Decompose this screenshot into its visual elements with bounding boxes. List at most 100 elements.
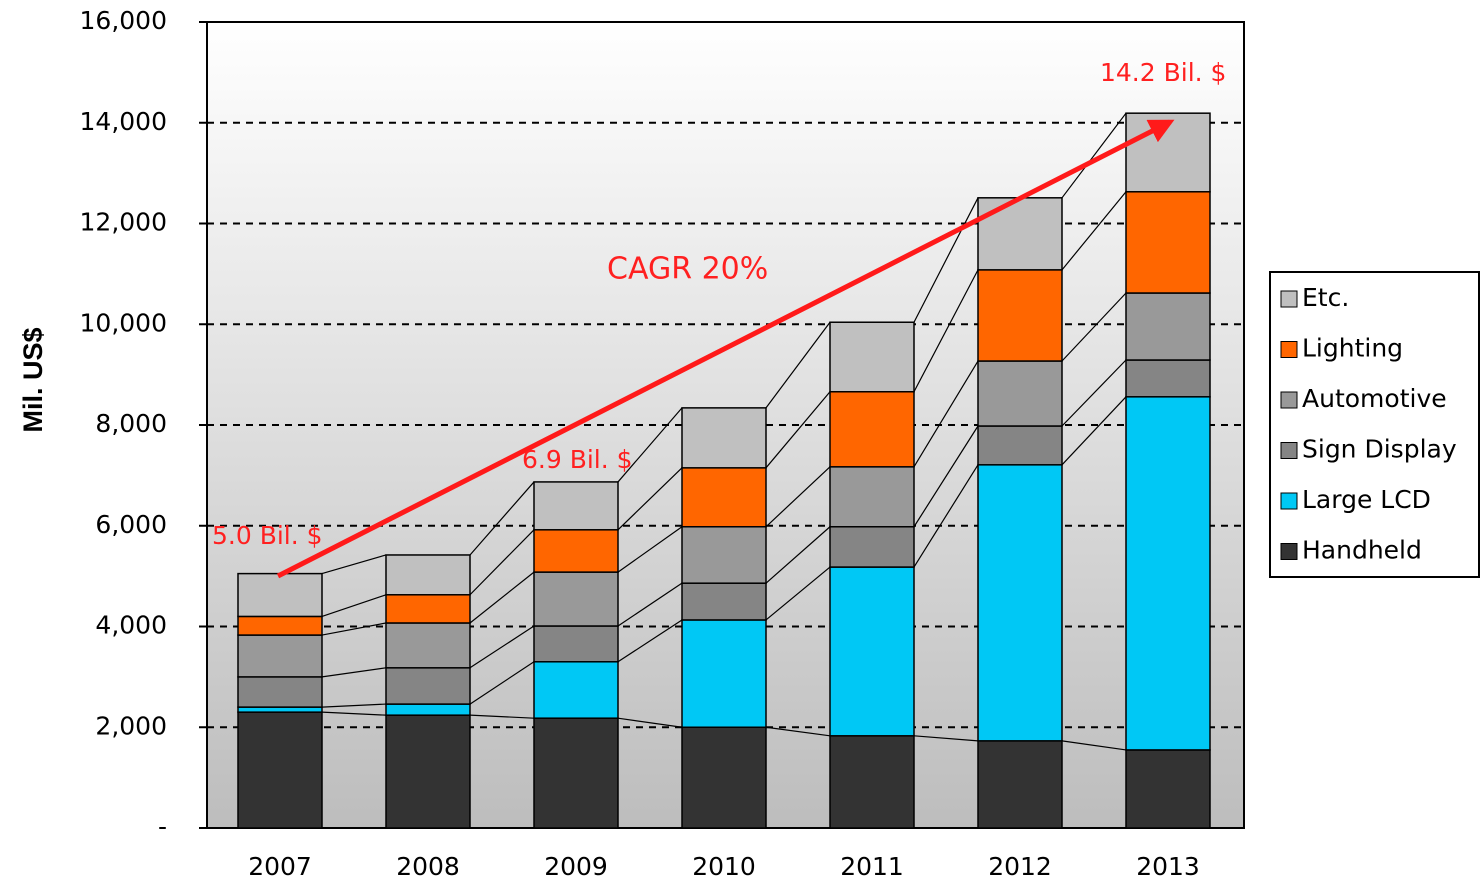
x-tick-label: 2010 [692,852,756,881]
bar-segment [977,197,1063,271]
annotation: CAGR 20% [607,252,768,287]
connector [617,467,683,531]
legend-swatch [1280,543,1298,560]
connector [765,726,831,737]
y-tick-label: 14,000 [80,107,167,136]
connector [469,571,535,624]
connector [617,526,683,573]
bar-segment [237,706,323,713]
legend [1269,271,1480,578]
connector [321,594,387,617]
y-axis-label: Mil. US$ [18,327,48,432]
connector [913,735,979,742]
connector [765,466,831,528]
bar-segment [829,566,915,737]
x-tick-label: 2012 [988,852,1052,881]
legend-swatch [1280,341,1298,358]
y-tick-label: 4,000 [95,611,167,640]
connector [765,391,831,469]
connector [913,197,979,323]
bar-segment [681,582,767,621]
connector [321,667,387,678]
annotation: 14.2 Bil. $ [1100,58,1226,87]
bar-segment [1125,191,1211,294]
y-tick-label: 6,000 [95,510,167,539]
connector [1061,740,1127,751]
bar-segment [237,711,323,829]
connector [1061,359,1127,427]
y-tick-label: 12,000 [80,208,167,237]
bar-segment [385,703,471,716]
annotation: 6.9 Bil. $ [522,445,633,474]
y-tick-label: 10,000 [80,308,167,337]
connector [469,625,535,669]
bar-segment [977,464,1063,742]
bar-segment [829,466,915,528]
connector [469,481,535,556]
bar-segment [977,740,1063,829]
connector [321,711,387,716]
bar-segment [977,360,1063,427]
bar-segment [681,726,767,829]
connector [1061,396,1127,466]
x-tick-label: 2008 [396,852,460,881]
x-tick-label: 2009 [544,852,608,881]
y-tick-label: 16,000 [80,6,167,35]
legend-label: Sign Display [1302,435,1457,464]
connector [1061,292,1127,362]
y-tick-label: 2,000 [95,711,167,740]
bar-segment [829,321,915,393]
legend-label: Lighting [1302,334,1403,363]
bar-segment [385,667,471,705]
cagr-arrow [276,119,1175,579]
bar-segment [533,625,619,663]
x-tick-label: 2007 [248,852,312,881]
bar-segment [829,526,915,568]
connector [469,661,535,705]
legend-swatch [1280,442,1298,459]
bar-segment [533,529,619,573]
legend-swatch [1280,391,1298,409]
legend-label: Large LCD [1302,485,1431,514]
bar-segment [237,634,323,678]
bar-segment [385,554,471,596]
bar-segment [237,615,323,636]
bar-segment [1125,292,1211,361]
bar-segment [829,735,915,829]
x-tick-label: 2011 [840,852,904,881]
bar-segment [533,717,619,829]
bar-segment [681,407,767,469]
bar-segment [1125,359,1211,398]
connector [469,714,535,719]
connector [1061,191,1127,271]
connector [913,464,979,568]
bar-segment [385,714,471,829]
y-tick-label: 8,000 [95,409,167,438]
connector [617,619,683,663]
connector [1061,112,1127,199]
bar-segment [681,526,767,584]
bar-segment [1125,396,1211,751]
connector [617,582,683,627]
bar-segment [385,622,471,669]
bar-segment [533,481,619,531]
x-tick-label: 2013 [1136,852,1200,881]
bar-segment [681,467,767,528]
bar-segment [977,425,1063,466]
bar-segment [829,391,915,468]
legend-label: Automotive [1302,384,1447,413]
bar-segment [533,661,619,719]
connector [617,407,683,483]
legend-swatch [1280,290,1298,308]
connector [913,425,979,528]
bar-segment [237,572,323,618]
connector [321,554,387,575]
connector [469,529,535,596]
connector [321,703,387,708]
connector [913,360,979,468]
bar-segment [385,594,471,624]
bar-segment [1125,749,1211,829]
legend-swatch [1280,492,1298,510]
legend-label: Handheld [1302,536,1422,565]
